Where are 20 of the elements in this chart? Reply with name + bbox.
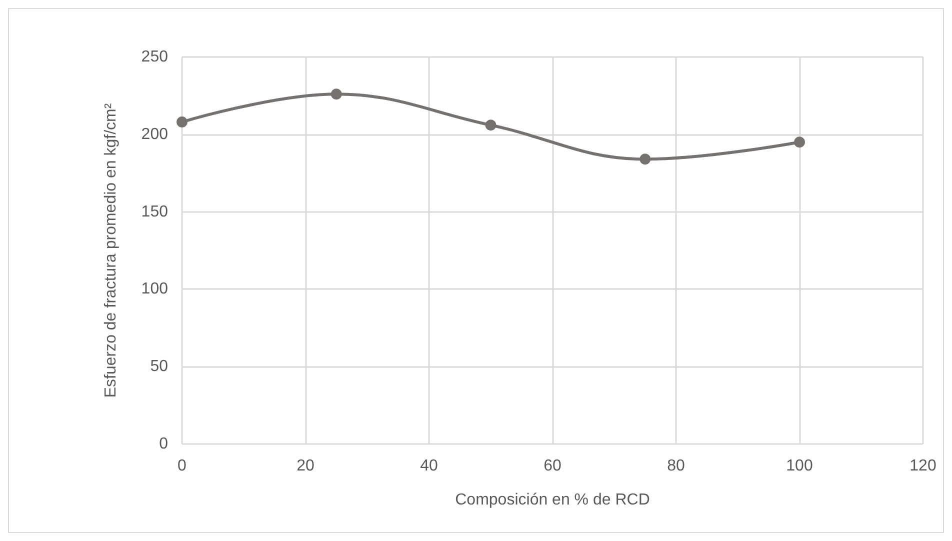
point xyxy=(485,120,496,131)
point xyxy=(176,116,188,128)
x-tick-label: 20 xyxy=(296,458,314,474)
point xyxy=(640,154,651,165)
y-tick-label: 100 xyxy=(141,280,168,298)
x-tick-label: 100 xyxy=(786,458,813,474)
x-axis-title: Composición en % de RCD xyxy=(455,492,650,508)
y-tick-label: 0 xyxy=(159,436,168,452)
y-tick-label: 150 xyxy=(141,203,168,220)
y-axis-title: Esfuerzo de fractura promedio en kgf/cm² xyxy=(102,102,120,398)
x-tick-label: 80 xyxy=(667,458,685,474)
y-tick-label: 50 xyxy=(150,358,168,376)
x-tick-label: 0 xyxy=(178,458,187,474)
x-tick-label: 40 xyxy=(420,458,438,474)
x-tick-label: 120 xyxy=(910,458,936,474)
x-tick-label: 60 xyxy=(544,458,562,474)
y-tick-label: 200 xyxy=(141,126,168,143)
point xyxy=(330,88,342,100)
point xyxy=(794,136,805,148)
y-tick-label: 250 xyxy=(141,48,168,66)
